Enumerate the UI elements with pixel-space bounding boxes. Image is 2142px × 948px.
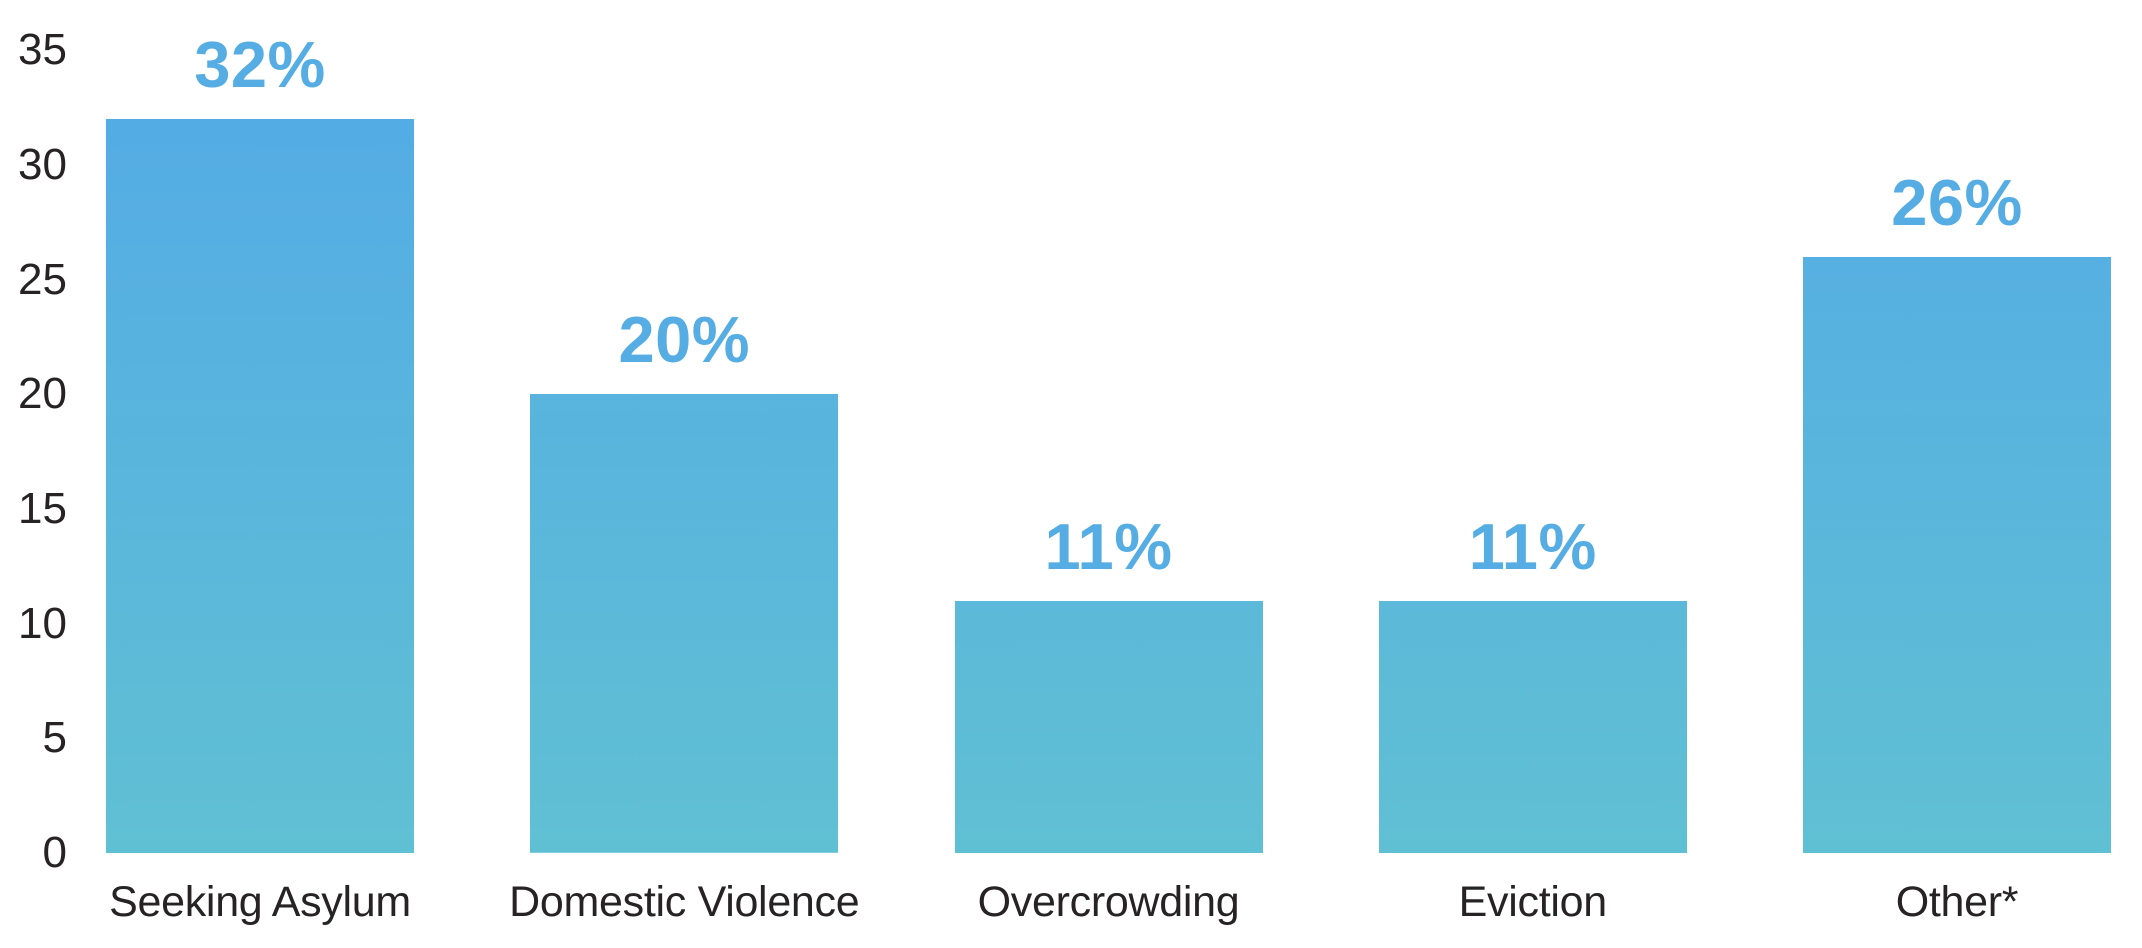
y-axis-tick-label: 0 bbox=[42, 828, 67, 877]
y-axis-tick-label: 5 bbox=[42, 713, 67, 763]
bar-value-label: 20% bbox=[618, 303, 751, 377]
y-axis-tick-label: 25 bbox=[18, 254, 67, 304]
category-label: Overcrowding bbox=[977, 878, 1240, 926]
y-axis-tick-label: 20 bbox=[18, 369, 67, 419]
bar-value-label: 11% bbox=[1468, 509, 1597, 583]
bar bbox=[1803, 256, 2111, 853]
bar-value-label: 26% bbox=[1891, 165, 2023, 239]
y-axis-tick-label: 30 bbox=[18, 139, 67, 189]
y-axis-tick-label: 10 bbox=[18, 598, 67, 648]
bar-value-label: 32% bbox=[194, 27, 326, 101]
bar bbox=[1378, 600, 1687, 853]
category-label: Domestic Violence bbox=[509, 878, 860, 926]
category-label: Other* bbox=[1895, 878, 2019, 926]
category-label: Seeking Asylum bbox=[109, 878, 411, 926]
category-label: Eviction bbox=[1458, 878, 1607, 926]
bar bbox=[106, 118, 414, 853]
y-axis-tick-label: 35 bbox=[18, 25, 67, 75]
bar bbox=[954, 600, 1263, 853]
bar-value-label: 11% bbox=[1044, 509, 1173, 583]
y-axis-tick-label: 15 bbox=[18, 483, 67, 533]
bar bbox=[530, 394, 839, 853]
